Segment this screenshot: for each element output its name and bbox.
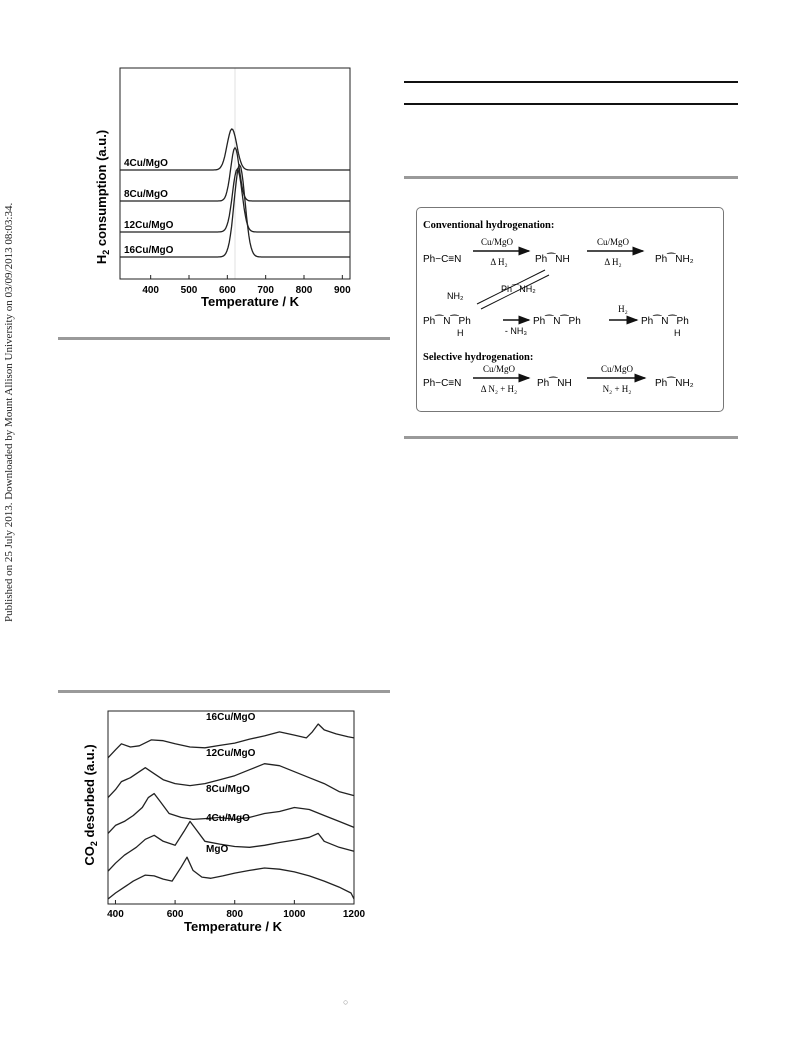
x-tick-label: 400 [142, 285, 159, 296]
h2-label: H₂ [618, 304, 628, 314]
x-tick-label: 600 [167, 909, 184, 920]
x-tick-label: 600 [219, 285, 236, 296]
reaction-scheme: Conventional hydrogenation: Ph−C≡N Cu/Mg… [416, 207, 724, 412]
condition-label-3: Δ N₂ + H₂ [481, 384, 517, 394]
x-tick-label: 800 [226, 909, 243, 920]
h2-tpr-chart: 400 500 600 700 800 900 16Cu/MgO 12Cu/MgO 8Cu/M… [94, 67, 351, 309]
series-label: 16Cu/MgO [206, 712, 256, 723]
series-line-12cu-mgo [107, 763, 355, 799]
x-tick-label: 400 [107, 909, 124, 920]
left-divider-2 [58, 690, 390, 693]
series-label: 12Cu/MgO [124, 220, 174, 231]
secondary-amine: Ph⁀N⁀Ph [641, 314, 689, 327]
series-label: 8Cu/MgO [206, 784, 250, 795]
benzonitrile: Ph−C≡N [423, 254, 461, 265]
series-line-8cu-mgo [120, 146, 350, 202]
series-line-16cu-mgo [107, 723, 355, 759]
primary-imine: Ph⁀NH [535, 252, 570, 265]
right-divider-1 [404, 176, 738, 179]
series-line-8cu-mgo [107, 792, 355, 834]
catalyst-label-3: Cu/MgO [483, 364, 516, 374]
series-label: MgO [206, 844, 228, 855]
aminal: Ph⁀N⁀Ph [423, 314, 471, 327]
benzylamine-selective: Ph⁀NH₂ [655, 376, 694, 389]
conventional-title: Conventional hydrogenation: [423, 220, 554, 231]
equilibrium-arrow-up [480, 274, 550, 310]
co2-tpd-chart: 400 600 800 1000 1200 16Cu/MgO 12Cu/MgO 8Cu/Mg… [82, 710, 366, 934]
x-tick-label: 1200 [343, 909, 366, 920]
x-tick-label: 900 [334, 285, 351, 296]
page-mark: ○ [343, 997, 349, 1007]
selective-title: Selective hydrogenation: [423, 352, 533, 363]
aminal-h: H [457, 328, 464, 338]
catalyst-label-1: Cu/MgO [481, 237, 514, 247]
plot-frame [119, 67, 351, 280]
x-axis-label: Temperature / K [201, 294, 300, 309]
condition-label-2: Δ H₂ [604, 257, 621, 267]
series-line-mgo [107, 856, 355, 900]
y-axis-label: H2 consumption (a.u.) [94, 130, 111, 264]
y-axis-label: CO2 desorbed (a.u.) [82, 744, 99, 865]
secondary-imine: Ph⁀N⁀Ph [533, 314, 581, 327]
condition-label-1: Δ H₂ [490, 257, 507, 267]
series-line-4cu-mgo [120, 128, 350, 171]
benzonitrile-selective: Ph−C≡N [423, 378, 461, 389]
x-axis-label: Temperature / K [184, 919, 283, 934]
catalyst-label-4: Cu/MgO [601, 364, 634, 374]
aminal-nh2: NH₂ [447, 291, 464, 301]
table-top-rule [404, 81, 738, 83]
primary-imine-selective: Ph⁀NH [537, 376, 572, 389]
plot-frame [107, 710, 355, 905]
series-line-12cu-mgo [120, 167, 350, 233]
elimination-label: - NH₃ [505, 326, 527, 336]
series-label: 12Cu/MgO [206, 748, 256, 759]
right-divider-2 [404, 436, 738, 439]
table-bottom-rule [404, 103, 738, 105]
catalyst-label-2: Cu/MgO [597, 237, 630, 247]
x-tick-label: 1000 [283, 909, 306, 920]
x-tick-label: 500 [181, 285, 198, 296]
series-label: 8Cu/MgO [124, 189, 168, 200]
series-line-4cu-mgo [107, 820, 355, 872]
equilibrium-arrow-down [476, 269, 546, 305]
x-tick-label: 800 [296, 285, 313, 296]
left-divider-1 [58, 337, 390, 340]
series-label: 4Cu/MgO [206, 813, 250, 824]
series-label: 16Cu/MgO [124, 245, 174, 256]
x-tick-label: 700 [257, 285, 274, 296]
series-line-16cu-mgo [120, 163, 350, 258]
added-amine: Ph⁀NH₂ [501, 283, 536, 294]
condition-label-4: N₂ + H₂ [603, 384, 632, 394]
series-label: 4Cu/MgO [124, 158, 168, 169]
secondary-amine-h: H [674, 328, 681, 338]
publication-sidebar: Published on 25 July 2013. Downloaded by… [3, 202, 15, 622]
benzylamine: Ph⁀NH₂ [655, 252, 694, 265]
